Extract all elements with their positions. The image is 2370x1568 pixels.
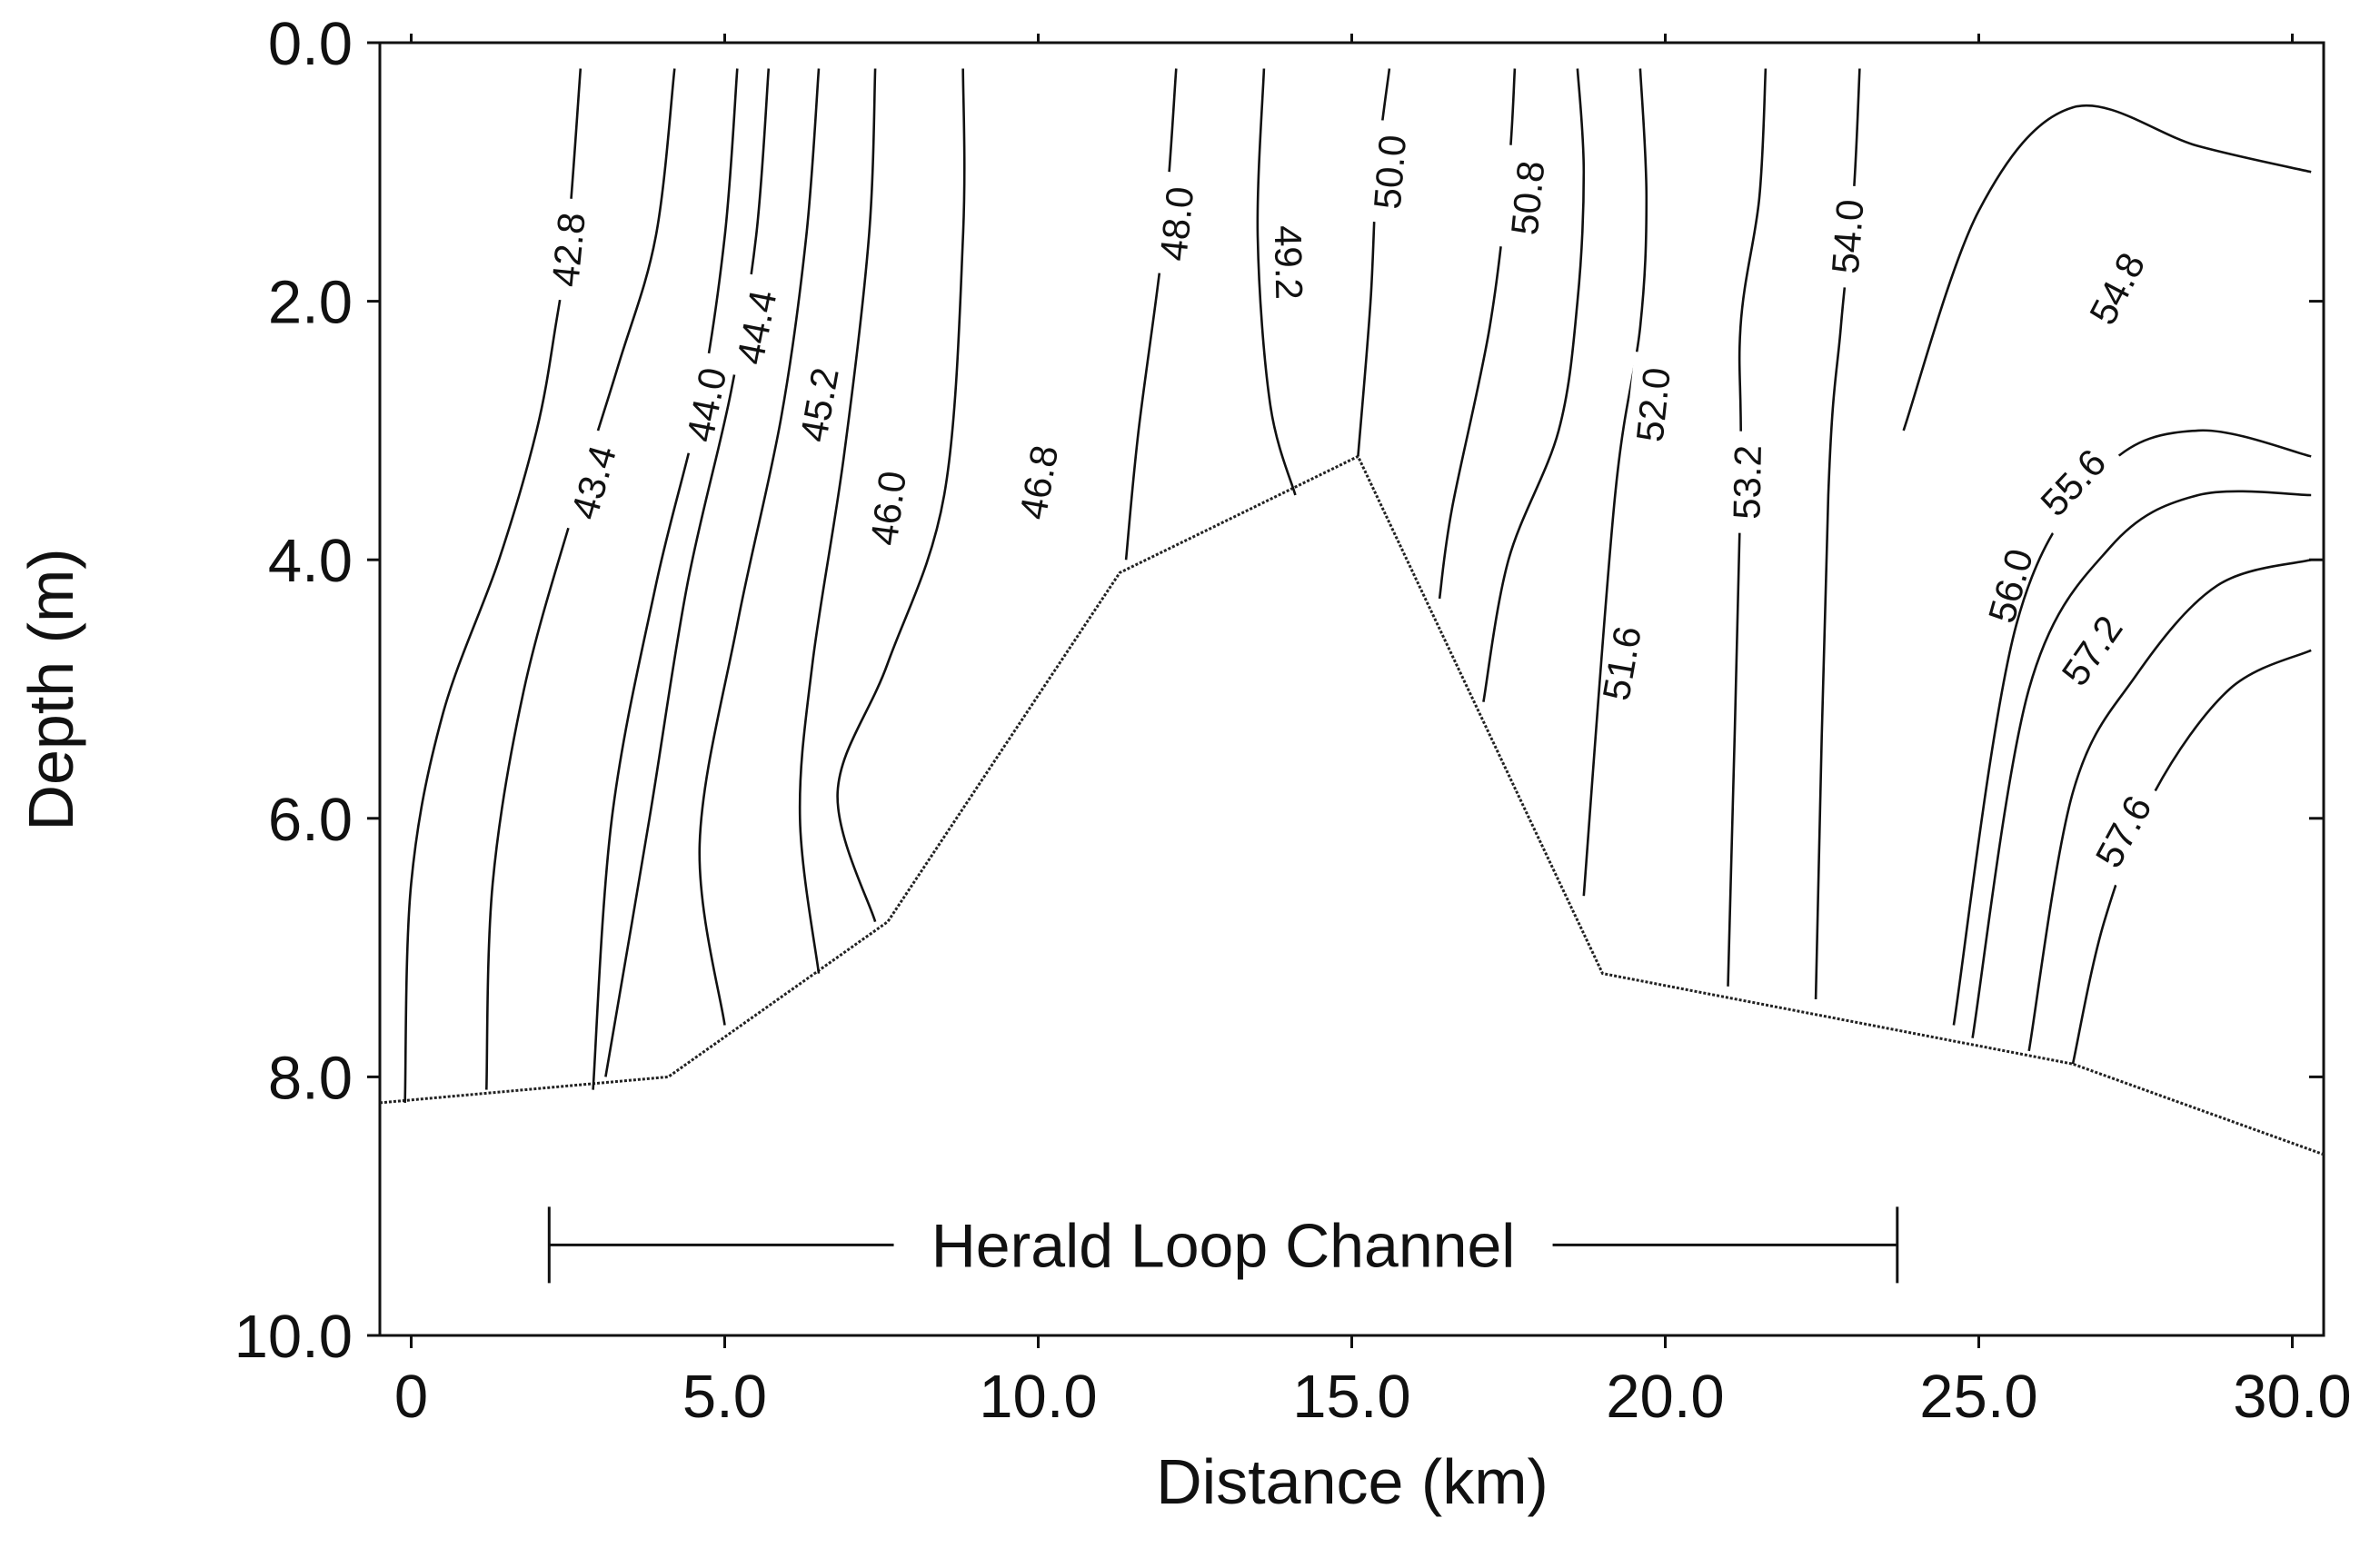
contour-46.0: 46.0 — [798, 68, 914, 974]
y-tick-label: 0.0 — [268, 10, 353, 78]
contour-label: 49.2 — [1267, 225, 1311, 301]
contour-55.6: 55.6 — [1952, 429, 2312, 1026]
contour-53.2: 53.2 — [1725, 68, 1769, 987]
contour-label: 46.8 — [1011, 442, 1066, 523]
seabed-line — [379, 454, 2325, 1156]
y-tick-label: 6.0 — [268, 786, 353, 854]
contour-45.2: 45.2 — [698, 68, 847, 1026]
contour-line — [1814, 68, 1861, 1000]
x-tick-label: 25.0 — [1919, 1363, 2037, 1431]
contour-line — [1482, 68, 1586, 702]
contour-line — [798, 68, 877, 974]
plot-frame — [378, 41, 2325, 1337]
contour-line — [1256, 68, 1297, 496]
seabed-profile — [379, 454, 2325, 1156]
contour-line — [1357, 68, 1391, 457]
contour-54.0: 54.0 — [1814, 68, 1872, 1000]
contour-line — [2071, 649, 2312, 1065]
contour-label: 50.8 — [1503, 159, 1553, 237]
herald-loop-annotation: Herald Loop Channel — [547, 1206, 1899, 1284]
contour-label: 55.6 — [2032, 441, 2114, 524]
contour-49.2: 49.2 — [1256, 68, 1311, 496]
contour-50.8: 50.8 — [1438, 68, 1553, 600]
x-tick-label: 30.0 — [2233, 1363, 2351, 1431]
contour-label: 54.8 — [2081, 246, 2154, 332]
contour-label: 46.0 — [862, 469, 914, 548]
y-axis-title: Depth (m) — [15, 548, 86, 830]
contour-54.8: 54.8 — [1902, 104, 2312, 432]
contour-label: 43.4 — [563, 441, 624, 524]
contour-line — [698, 68, 821, 1026]
contour-42.8: 42.8 — [403, 68, 593, 1103]
contour-line — [1438, 68, 1517, 600]
x-tick-label: 5.0 — [682, 1363, 767, 1431]
contour-line — [604, 68, 771, 1077]
contour-line — [592, 68, 739, 1090]
y-tick-label: 2.0 — [268, 269, 353, 337]
y-tick-label: 4.0 — [268, 527, 353, 595]
contour-label: 42.8 — [543, 211, 593, 289]
contour-label: 44.4 — [728, 287, 784, 368]
x-tick-label: 20.0 — [1606, 1363, 1724, 1431]
contour-lines: 42.8 43.4 44.044.445.2 46.0 46.8 48.0 49.2 50.0… — [403, 68, 2312, 1103]
contour-line — [1971, 490, 2312, 1038]
x-tick-label: 15.0 — [1292, 1363, 1410, 1431]
contour-label: 52.0 — [1628, 365, 1678, 443]
contour-56.0: 56.0 — [1971, 490, 2312, 1038]
contour-label: 48.0 — [1151, 184, 1201, 263]
contour-44.4: 44.4 — [604, 68, 784, 1077]
contour-line — [836, 68, 966, 922]
contour-line — [1902, 104, 2312, 432]
x-tick-label: 10.0 — [979, 1363, 1097, 1431]
contour-label: 53.2 — [1725, 444, 1769, 520]
contour-line — [1582, 68, 1648, 897]
annotation-label: Herald Loop Channel — [931, 1211, 1516, 1280]
x-tick-label: 0 — [394, 1363, 428, 1431]
x-axis-title: Distance (km) — [1156, 1446, 1548, 1517]
contour-label: 50.0 — [1366, 134, 1414, 211]
contour-label: 57.2 — [2053, 608, 2130, 693]
axes: 0 5.0 10.0 15.0 20.0 25.0 30.0 0.0 2.0 4.0 6.0 8.0 1… — [234, 10, 2352, 1431]
contour-44.0: 44.0 — [592, 68, 739, 1090]
contour-50.0: 50.0 — [1357, 68, 1414, 457]
contour-52.0: 52.0 — [1582, 68, 1678, 897]
contour-label: 45.2 — [792, 364, 847, 445]
contour-line — [1952, 429, 2312, 1026]
contour-line — [2027, 558, 2312, 1052]
contour-line — [403, 68, 583, 1103]
contour-label: 56.0 — [1980, 544, 2041, 627]
contour-label: 54.0 — [1824, 198, 1872, 275]
contour-line — [485, 68, 676, 1090]
contour-48.0: 48.0 — [1124, 68, 1201, 561]
y-tick-label: 10.0 — [234, 1303, 353, 1371]
contour-line — [1124, 68, 1178, 561]
contour-label: 44.0 — [678, 364, 734, 445]
contour-line — [1727, 68, 1768, 987]
contour-57.2: 57.2 — [2027, 558, 2312, 1052]
y-tick-label: 8.0 — [268, 1044, 353, 1112]
